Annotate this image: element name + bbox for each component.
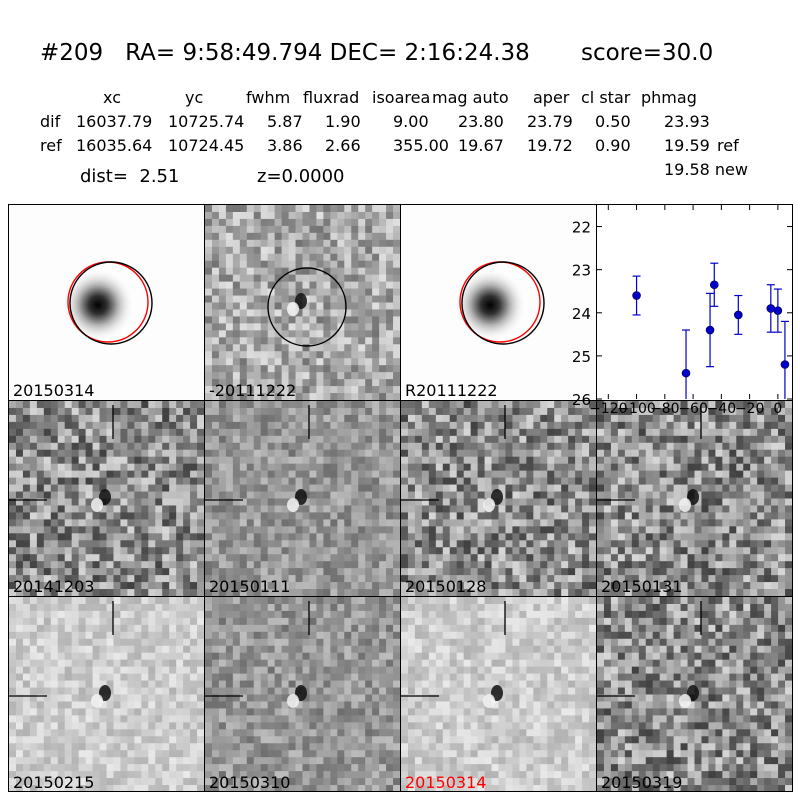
- column-header: mag auto: [432, 88, 509, 107]
- table-cell: 16037.79: [76, 112, 153, 131]
- thumbnail-tile: 20150319: [597, 597, 792, 792]
- table-cell: 3.86: [267, 136, 303, 155]
- row-suffix: ref: [717, 136, 739, 155]
- thumbnail-tile: 20150131: [597, 401, 792, 596]
- tile-date-label: 20150310: [209, 773, 291, 792]
- thumbnail-tile: 20150215: [9, 597, 204, 792]
- x-tick-label: 0: [773, 401, 782, 417]
- y-tick-label: 24: [572, 305, 591, 323]
- data-point: [780, 360, 790, 369]
- table-cell: 10724.45: [168, 136, 245, 155]
- column-header: fwhm: [246, 88, 291, 107]
- tile-date-label: 20141203: [13, 577, 95, 596]
- tile-date-label: R20111222: [405, 381, 498, 400]
- data-point: [734, 310, 743, 320]
- data-point: [766, 304, 776, 313]
- column-header: xc: [103, 88, 121, 107]
- column-header: fluxrad: [303, 88, 360, 107]
- column-header: phmag: [641, 88, 697, 107]
- phmag-new: 19.58 new: [664, 160, 748, 179]
- column-header: yc: [185, 88, 204, 107]
- y-tick-label: 23: [572, 262, 591, 280]
- column-header: cl star: [581, 88, 631, 107]
- table-cell: 5.87: [267, 112, 303, 131]
- tile-date-label: 20150314: [405, 773, 487, 792]
- table-cell: 1.90: [325, 112, 361, 131]
- redshift-value: z=0.0000: [257, 166, 345, 187]
- table-cell: 19.72: [527, 136, 573, 155]
- thumbnail-tile: 20150128: [401, 401, 596, 596]
- column-header: isoarea: [372, 88, 431, 107]
- table-cell: 19.59: [664, 136, 710, 155]
- thumbnail-tile: 20141203: [9, 401, 204, 596]
- data-point: [709, 280, 719, 290]
- lightcurve-chart: 22 23 24 25 26 −120 −100 −80 −60 −40 −20 0: [572, 205, 792, 417]
- x-tick-label: −80: [650, 401, 680, 417]
- tile-date-label: 20150319: [601, 773, 683, 792]
- thumbnail-tile: 20150314: [9, 205, 204, 400]
- x-tick-label: −20: [735, 401, 765, 417]
- thumbnail-tile: R20111222: [401, 205, 596, 400]
- tile-date-label: 20150128: [405, 577, 487, 596]
- tile-date-label: -20111222: [209, 381, 297, 400]
- thumbnail-tile: 20150111: [205, 401, 400, 596]
- tile-date-label: 20150111: [209, 577, 291, 596]
- data-point: [632, 291, 641, 300]
- data-point: [681, 368, 691, 378]
- table-cell: 355.00: [393, 136, 449, 155]
- data-point: [705, 325, 715, 335]
- thumbnail-tile: -20111222: [205, 205, 400, 400]
- table-cell: 23.93: [664, 112, 710, 131]
- table-cell: 0.90: [595, 136, 631, 155]
- column-header: aper: [533, 88, 570, 107]
- tile-date-label: 20150131: [601, 577, 683, 596]
- table-cell: 16035.64: [76, 136, 153, 155]
- thumbnail-tile: 20150310: [205, 597, 400, 792]
- table-cell: 9.00: [393, 112, 429, 131]
- thumbnail-tile: 20150314: [401, 597, 596, 792]
- dist-value: dist= 2.51: [80, 166, 180, 187]
- table-cell: 23.79: [527, 112, 573, 131]
- table-cell: 10725.74: [168, 112, 245, 131]
- y-tick-label: 22: [572, 219, 591, 237]
- row-label: ref: [40, 136, 62, 155]
- x-tick-label: −40: [707, 401, 737, 417]
- table-cell: 19.67: [458, 136, 504, 155]
- tile-date-label: 20150314: [13, 381, 95, 400]
- table-cell: 0.50: [595, 112, 631, 131]
- data-point: [773, 306, 783, 315]
- table-cell: 23.80: [458, 112, 504, 131]
- x-tick-label: −60: [678, 401, 708, 417]
- tile-date-label: 20150215: [13, 773, 95, 792]
- header-title: #209 RA= 9:58:49.794 DEC= 2:16:24.38 sco…: [40, 40, 714, 66]
- row-label: dif: [40, 112, 61, 131]
- table-cell: 2.66: [325, 136, 361, 155]
- y-tick-label: 25: [572, 348, 591, 366]
